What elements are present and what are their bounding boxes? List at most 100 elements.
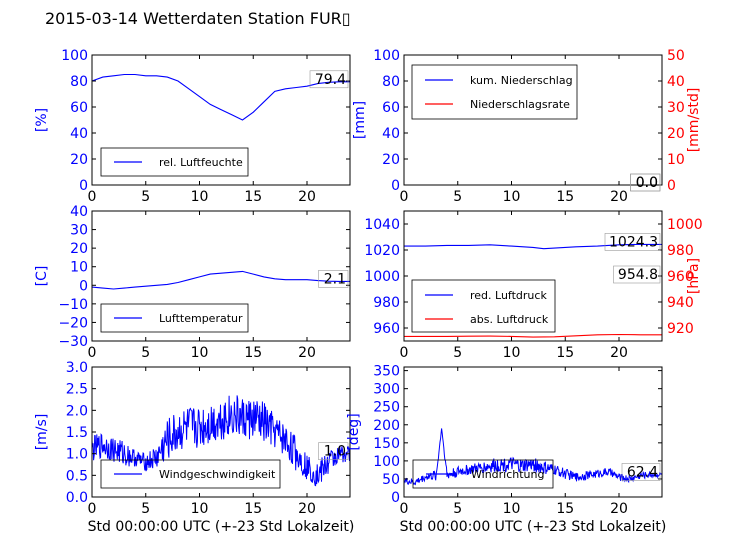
y-tick-label-right: 940 <box>667 295 694 311</box>
y-tick-label: 20 <box>382 152 400 168</box>
series-line <box>403 428 663 486</box>
plot-frame <box>91 210 351 342</box>
plot-frame <box>403 366 663 498</box>
y-axis-label: [deg] <box>346 413 362 450</box>
y-tick-label: 0 <box>391 490 400 506</box>
x-tick-label: 20 <box>610 501 628 517</box>
legend-box <box>100 459 281 489</box>
y-tick-label: 980 <box>373 295 400 311</box>
y-axis-label: [%] <box>34 108 50 132</box>
y-tick-label: 40 <box>382 126 400 142</box>
y-axis-label: [m/s] <box>34 414 50 451</box>
series-line <box>404 333 662 338</box>
y-tick-label: 1.5 <box>66 425 88 441</box>
y-axis-label-right: [mm/std] <box>686 88 702 153</box>
x-tick-label: 0 <box>400 345 409 361</box>
x-tick-label: 0 <box>88 345 97 361</box>
chart-precipitation: 0 5 10 15 20 0 20 40 60 80 100 0 10 20 30 40 50 [mm/std] [… <box>352 48 702 205</box>
y-tick-label-right: 920 <box>667 321 694 337</box>
x-tick-label: 20 <box>298 345 316 361</box>
value-annotation: 0.0 <box>636 175 658 191</box>
y-tick-label: 40 <box>70 204 88 220</box>
value-annotation: 2.1 <box>324 271 346 287</box>
x-tick-label: 10 <box>191 501 209 517</box>
y-tick-label-right: 1000 <box>667 217 703 233</box>
y-tick-label: −10 <box>58 297 88 313</box>
y-tick-label-right: 40 <box>667 74 685 90</box>
y-tick-label: 100 <box>61 48 88 64</box>
y-tick-label: 60 <box>70 100 88 116</box>
legend: Lufttemperatur <box>100 303 249 333</box>
series-line <box>404 243 662 250</box>
plot-frame <box>403 54 663 186</box>
legend: Windrichtung <box>412 459 554 489</box>
value-annotation-box <box>630 173 661 192</box>
y-tick-label: 30 <box>70 223 88 239</box>
x-tick-label: 15 <box>244 501 262 517</box>
x-tick-label: 0 <box>400 189 409 205</box>
y-tick-label: 0 <box>79 278 88 294</box>
y-tick-label: 250 <box>373 400 400 416</box>
y-tick-label-right: 980 <box>667 243 694 259</box>
x-tick-label: 10 <box>191 189 209 205</box>
x-tick-label: 15 <box>556 501 574 517</box>
legend-label: rel. Luftfeuchte <box>159 156 243 169</box>
y-tick-label: 10 <box>70 260 88 276</box>
x-tick-label: 15 <box>244 189 262 205</box>
value-annotation: 79.4 <box>315 72 346 88</box>
y-tick-label: 150 <box>373 436 400 452</box>
x-tick-label: 10 <box>503 189 521 205</box>
y-tick-label: 300 <box>373 382 400 398</box>
y-tick-label: 0.0 <box>66 490 88 506</box>
x-tick-label: 0 <box>400 501 409 517</box>
legend: Windgeschwindigkeit <box>100 459 281 489</box>
chart-wind_speed: 0 5 10 15 20 0.0 0.5 1.0 1.5 2.0 2.5 3.0 [m/s] Std 00… <box>34 360 354 535</box>
y-tick-label: 3.0 <box>66 360 88 376</box>
missing-glyph: ▯ <box>341 9 351 28</box>
value-annotation: 62.4 <box>627 464 658 480</box>
y-tick-label: 50 <box>382 472 400 488</box>
x-tick-label: 5 <box>141 189 150 205</box>
x-tick-label: 10 <box>503 501 521 517</box>
y-tick-label: 1020 <box>364 243 400 259</box>
value-annotation-box <box>318 442 349 460</box>
figure-title: 2015-03-14 Wetterdaten Station FUR▯ <box>45 9 351 28</box>
x-tick-label: 10 <box>503 345 521 361</box>
chart-pressure: 0 5 10 15 20 960 980 1000 1020 1040 920 940 960 980 10… <box>364 210 703 361</box>
legend: rel. Luftfeuchte <box>100 147 249 177</box>
legend-label: abs. Luftdruck <box>470 313 549 326</box>
legend-label: Niederschlagsrate <box>470 98 570 111</box>
x-tick-label: 15 <box>244 345 262 361</box>
y-tick-label: 350 <box>373 364 400 380</box>
legend-box <box>412 459 554 489</box>
x-tick-label: 15 <box>556 189 574 205</box>
legend-label: Windgeschwindigkeit <box>159 468 276 481</box>
y-tick-label: 100 <box>373 48 400 64</box>
chart-humidity: 0 5 10 15 20 0 20 40 60 80 100 [%] rel. Luftfeuchte 7… <box>34 48 351 205</box>
plot-frame <box>91 54 351 186</box>
value-annotation: 1024.3 <box>609 234 658 250</box>
x-tick-label: 20 <box>298 501 316 517</box>
y-tick-label: 80 <box>382 74 400 90</box>
x-tick-label: 5 <box>453 345 462 361</box>
y-tick-label: 0 <box>79 178 88 194</box>
series-line <box>91 270 350 290</box>
y-tick-label-right: 10 <box>667 152 685 168</box>
x-axis-label: Std 00:00:00 UTC (+-23 Std Lokalzeit) <box>88 519 355 535</box>
x-tick-label: 0 <box>88 501 97 517</box>
y-tick-label: −30 <box>58 334 88 350</box>
x-tick-label: 0 <box>88 189 97 205</box>
y-tick-label: 1000 <box>364 269 400 285</box>
x-tick-label: 15 <box>556 345 574 361</box>
legend-label: Lufttemperatur <box>159 312 243 325</box>
y-tick-label: 0.5 <box>66 468 88 484</box>
legend-box <box>411 279 556 333</box>
figure-title-text: 2015-03-14 Wetterdaten Station FUR <box>45 9 342 28</box>
series-line <box>91 73 350 121</box>
y-axis-label: [C] <box>34 266 50 287</box>
legend-label: kum. Niederschlag <box>470 74 573 87</box>
x-tick-label: 20 <box>298 189 316 205</box>
y-tick-label-right: 0 <box>667 178 676 194</box>
